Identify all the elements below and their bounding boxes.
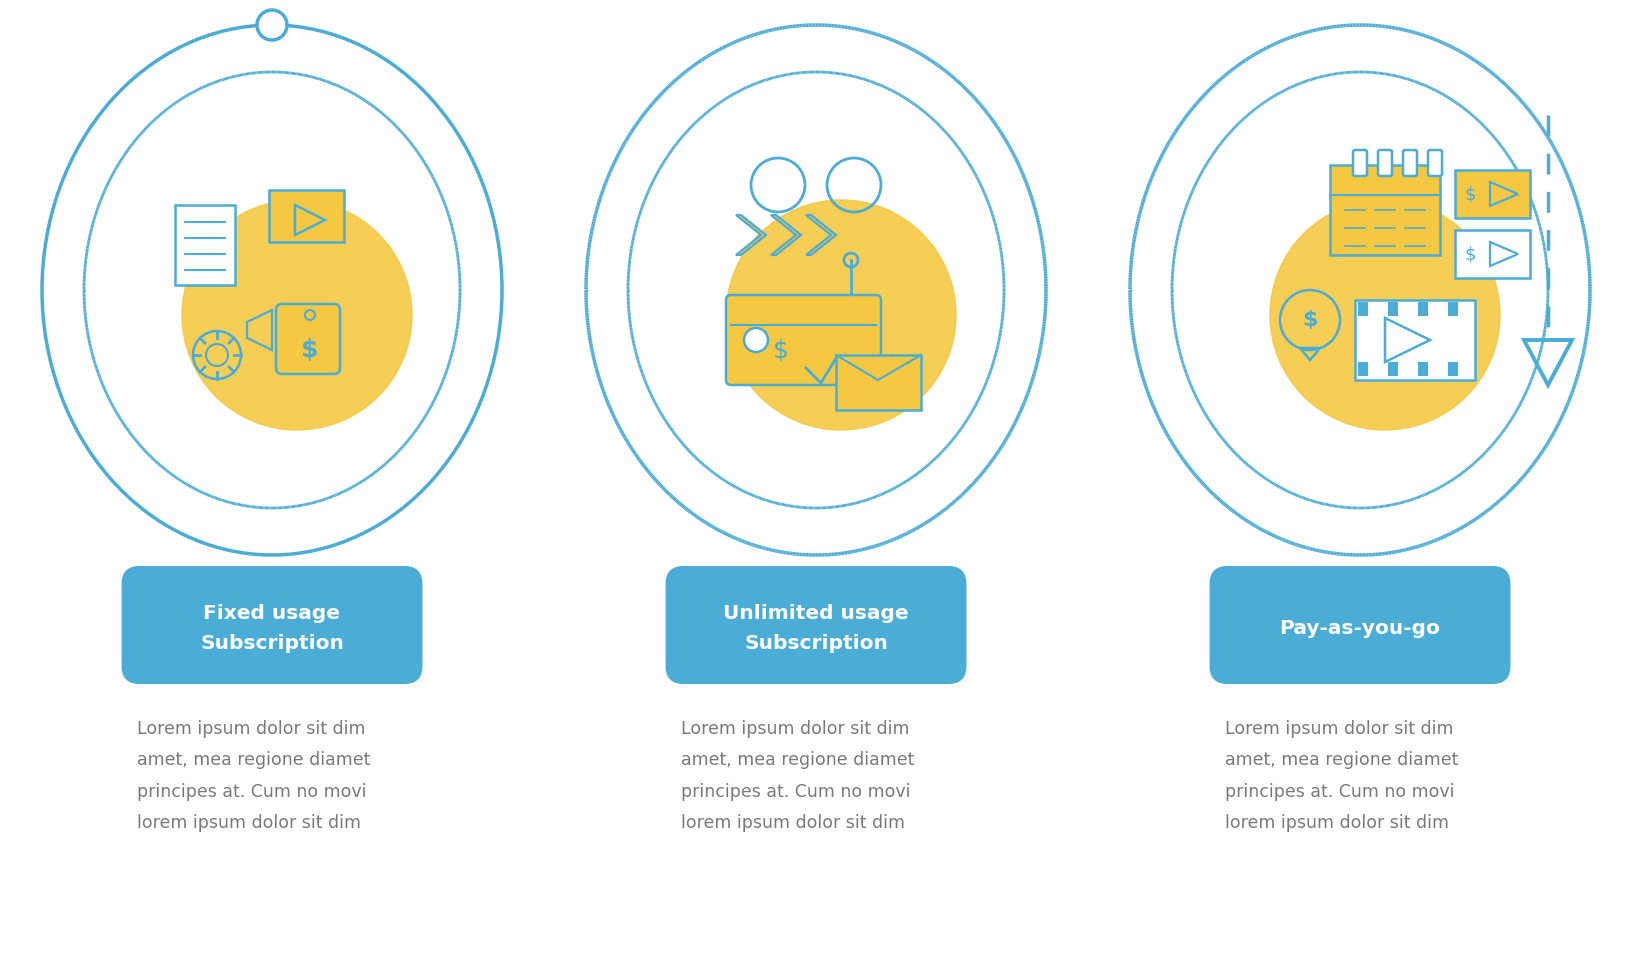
Polygon shape — [806, 215, 836, 255]
Circle shape — [842, 311, 860, 329]
Text: Subscription: Subscription — [744, 633, 888, 653]
FancyBboxPatch shape — [1209, 566, 1510, 684]
Text: Lorem ipsum dolor sit dim
amet, mea regione diamet
principes at. Cum no movi
lor: Lorem ipsum dolor sit dim amet, mea regi… — [1224, 720, 1457, 832]
FancyBboxPatch shape — [1387, 362, 1397, 376]
Polygon shape — [736, 215, 765, 255]
FancyBboxPatch shape — [1426, 150, 1441, 176]
FancyBboxPatch shape — [836, 355, 920, 410]
FancyBboxPatch shape — [666, 566, 966, 684]
FancyBboxPatch shape — [175, 205, 235, 285]
FancyBboxPatch shape — [1387, 302, 1397, 316]
FancyBboxPatch shape — [1454, 170, 1529, 218]
FancyBboxPatch shape — [269, 190, 344, 242]
Circle shape — [726, 200, 955, 430]
Text: Unlimited usage: Unlimited usage — [723, 604, 909, 622]
Text: $: $ — [1464, 185, 1475, 203]
FancyBboxPatch shape — [1417, 362, 1426, 376]
FancyBboxPatch shape — [1377, 150, 1390, 176]
FancyBboxPatch shape — [1417, 302, 1426, 316]
FancyBboxPatch shape — [1358, 302, 1368, 316]
FancyBboxPatch shape — [726, 295, 880, 385]
Text: Lorem ipsum dolor sit dim
amet, mea regione diamet
principes at. Cum no movi
lor: Lorem ipsum dolor sit dim amet, mea regi… — [681, 720, 914, 832]
FancyBboxPatch shape — [1358, 362, 1368, 376]
FancyBboxPatch shape — [1353, 150, 1366, 176]
Text: $: $ — [1464, 245, 1475, 263]
FancyBboxPatch shape — [1448, 302, 1457, 316]
Text: $: $ — [772, 338, 788, 362]
Text: Pay-as-you-go: Pay-as-you-go — [1279, 618, 1439, 638]
Text: $: $ — [300, 338, 318, 362]
FancyBboxPatch shape — [276, 304, 339, 374]
Text: Lorem ipsum dolor sit dim
amet, mea regione diamet
principes at. Cum no movi
lor: Lorem ipsum dolor sit dim amet, mea regi… — [137, 720, 370, 832]
FancyBboxPatch shape — [1454, 230, 1529, 278]
FancyBboxPatch shape — [1402, 150, 1417, 176]
Circle shape — [744, 328, 767, 352]
FancyBboxPatch shape — [1355, 300, 1474, 380]
Text: Subscription: Subscription — [201, 633, 344, 653]
FancyBboxPatch shape — [1328, 165, 1439, 255]
Circle shape — [256, 10, 287, 40]
FancyBboxPatch shape — [1448, 362, 1457, 376]
Text: $: $ — [1301, 310, 1317, 330]
Polygon shape — [770, 215, 801, 255]
Text: Fixed usage: Fixed usage — [204, 604, 341, 622]
Circle shape — [181, 200, 411, 430]
Circle shape — [1270, 200, 1500, 430]
FancyBboxPatch shape — [121, 566, 423, 684]
